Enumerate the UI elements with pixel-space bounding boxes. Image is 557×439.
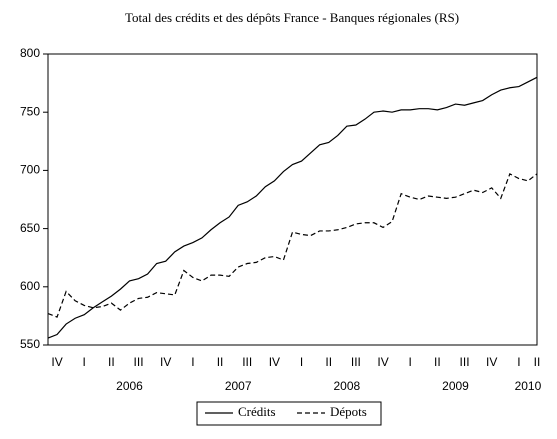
y-tick-label: 700 [20,163,40,177]
x-tick-label: IV [486,355,497,369]
legend-label: Crédits [238,404,276,419]
x-tick-label: IV [269,355,280,369]
y-tick-label: 600 [20,279,40,293]
x-tick-label: I [409,355,412,369]
x-tick-label: II [434,355,441,369]
x-tick-label: I [300,355,303,369]
x-tick-label: III [351,355,361,369]
x-tick-label: II [217,355,224,369]
series-line [47,76,538,339]
x-tick-label: II [534,355,541,369]
x-tick-label: II [325,355,332,369]
x-tick-label: III [242,355,252,369]
x-tick-label: I [191,355,194,369]
chart-title: Total des crédits et des dépôts France -… [125,10,459,25]
legend-label: Dépots [330,404,367,419]
x-tick-label: III [460,355,470,369]
x-tick-label: I [517,355,520,369]
y-tick-label: 650 [20,221,40,235]
x-tick-label: IV [377,355,388,369]
x-tick-label: IV [160,355,171,369]
year-label: 2008 [333,379,360,393]
y-tick-label: 750 [20,104,40,118]
legend-box [196,401,382,426]
y-tick-label: 800 [20,46,40,60]
year-label: 2007 [225,379,252,393]
year-label: 2010 [515,379,542,393]
year-label: 2009 [442,379,469,393]
year-label: 2006 [116,379,143,393]
series-line [47,173,538,318]
plot-frame [47,53,538,346]
x-tick-label: I [83,355,86,369]
x-tick-label: IV [51,355,62,369]
y-tick-label: 550 [20,337,40,351]
x-tick-label: II [108,355,115,369]
x-tick-label: III [134,355,144,369]
